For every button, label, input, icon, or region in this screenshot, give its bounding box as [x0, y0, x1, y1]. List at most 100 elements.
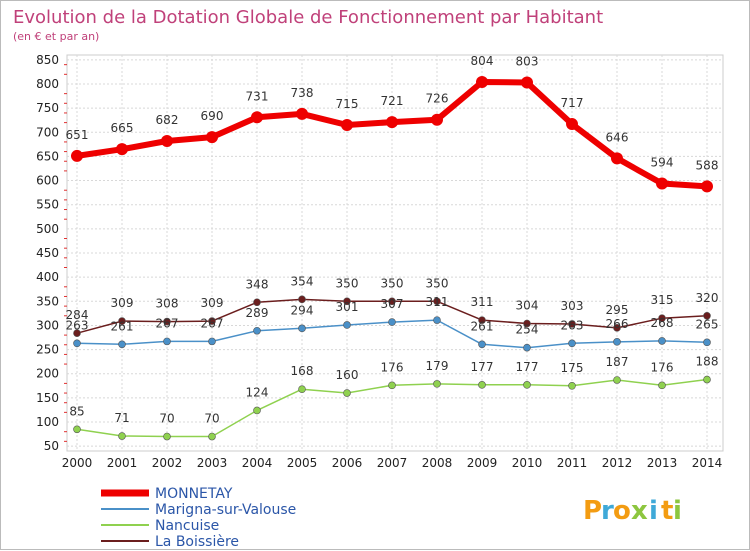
y-tick-label: 50 [44, 439, 59, 453]
data-point [658, 337, 666, 345]
data-label: 295 [606, 303, 629, 317]
data-point [478, 340, 486, 349]
data-point [388, 318, 396, 326]
data-point [251, 111, 263, 124]
x-tick-label: 2013 [647, 456, 678, 470]
data-point [703, 375, 711, 384]
data-label: 188 [696, 355, 719, 369]
x-tick-label: 2011 [557, 456, 588, 470]
data-point [568, 339, 576, 348]
data-label: 304 [516, 299, 539, 313]
data-point [476, 76, 488, 89]
data-label: 263 [66, 318, 89, 332]
data-label: 309 [201, 296, 224, 310]
data-point [568, 382, 576, 390]
logo-letter: i [649, 496, 658, 526]
data-label: 665 [111, 121, 134, 135]
data-label: 187 [606, 355, 629, 369]
data-point [343, 297, 351, 306]
data-point [298, 295, 306, 304]
data-label: 179 [426, 359, 449, 373]
y-tick-label: 550 [36, 198, 59, 212]
data-label: 308 [156, 297, 179, 311]
data-point [701, 180, 713, 193]
data-point [343, 321, 351, 329]
data-label: 71 [114, 411, 129, 425]
data-point [478, 316, 486, 324]
data-label: 320 [696, 291, 719, 305]
data-point [386, 116, 398, 129]
logo-letter: i [673, 496, 682, 526]
x-tick-label: 2008 [422, 456, 453, 470]
data-point [658, 314, 666, 322]
data-label: 268 [651, 316, 674, 330]
data-point [478, 381, 486, 389]
data-label: 70 [204, 412, 219, 426]
data-point [613, 324, 621, 332]
data-point [208, 317, 216, 325]
data-point [388, 297, 396, 306]
data-label: 646 [606, 130, 629, 144]
data-label: 265 [696, 317, 719, 331]
data-label: 267 [156, 316, 179, 330]
data-point [73, 329, 81, 337]
x-tick-label: 2014 [692, 456, 723, 470]
y-tick-label: 800 [36, 77, 59, 91]
x-tick-label: 2004 [242, 456, 273, 470]
data-label: 263 [561, 318, 584, 332]
data-point [568, 320, 576, 328]
x-tick-label: 2005 [287, 456, 318, 470]
data-point [206, 131, 218, 144]
data-label: 651 [66, 128, 89, 142]
data-point [388, 381, 396, 390]
logo-letter: x [631, 496, 648, 526]
data-point [658, 381, 666, 390]
data-label: 717 [561, 96, 584, 110]
data-point [116, 143, 128, 156]
data-point [163, 317, 171, 326]
data-point [208, 432, 216, 441]
legend-label: Nancuise [155, 518, 219, 534]
y-tick-label: 200 [36, 367, 59, 381]
data-label: 261 [111, 319, 134, 333]
data-label: 309 [111, 296, 134, 310]
data-label: 70 [159, 412, 174, 426]
y-tick-label: 150 [36, 391, 59, 405]
data-point [253, 326, 261, 335]
data-point [523, 381, 531, 389]
data-label: 254 [516, 323, 539, 337]
y-tick-label: 600 [36, 174, 59, 188]
data-label: 175 [561, 361, 584, 375]
x-tick-label: 2003 [197, 456, 228, 470]
y-tick-label: 650 [36, 149, 59, 163]
data-point [298, 324, 306, 333]
series: 651 665 682 690 731 738 715 721 726 804 803 717 646 5… [66, 54, 719, 441]
chart-subtitle: (en € et par an) [13, 30, 99, 43]
data-point [703, 311, 711, 320]
proxiti-logo: Pr o x i t i [583, 496, 682, 526]
y-tick-label: 350 [36, 294, 59, 308]
data-label: 311 [426, 295, 449, 309]
data-point [71, 149, 83, 162]
data-label: 690 [201, 109, 224, 123]
data-point [703, 338, 711, 347]
data-label: 301 [336, 300, 359, 314]
data-label: 85 [69, 404, 84, 418]
data-point [611, 152, 623, 165]
data-point [656, 177, 668, 190]
data-label: 721 [381, 94, 404, 108]
data-label: 177 [471, 360, 494, 374]
legend-label: MONNETAY [155, 486, 233, 502]
data-point [163, 337, 171, 346]
data-label: 307 [381, 297, 404, 311]
data-point [613, 376, 621, 384]
data-point [433, 316, 441, 324]
data-label: 350 [381, 276, 404, 290]
data-label: 267 [201, 316, 224, 330]
data-point [296, 107, 308, 120]
data-point [118, 340, 126, 349]
data-point [523, 319, 531, 328]
x-tick-label: 2000 [62, 456, 93, 470]
